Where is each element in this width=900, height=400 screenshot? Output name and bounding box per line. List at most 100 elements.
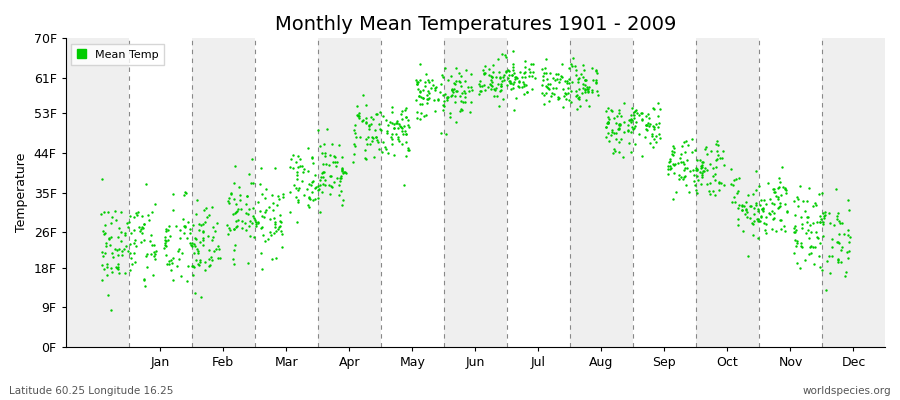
Point [358,136,373,142]
Point [107,246,122,252]
Bar [759,38,822,347]
Point [381,122,395,128]
Point [244,179,258,186]
Point [190,246,204,252]
Point [240,193,255,199]
Point [269,228,284,234]
Point [765,208,779,214]
Point [681,142,696,148]
Point [698,164,713,171]
Point [389,120,403,126]
Point [601,114,616,120]
Point [447,86,462,92]
Point [536,73,550,80]
Point [283,164,297,170]
Point [440,93,454,100]
Point [389,131,403,137]
Point [739,206,753,213]
Point [794,243,808,250]
Point [334,172,348,179]
Point [274,228,289,234]
Point [410,114,425,121]
Point [275,190,290,197]
Point [364,113,378,120]
Point [436,74,450,80]
Point [551,70,565,77]
Point [130,243,144,250]
Point [671,172,686,178]
Point [517,91,531,97]
Point [108,208,122,215]
Point [274,219,288,226]
Point [166,255,180,262]
Point [413,61,428,67]
Point [290,176,304,182]
Point [267,164,282,171]
Point [611,139,625,145]
Point [787,198,801,204]
Point [809,229,824,235]
Point [608,130,623,136]
Point [664,165,679,171]
Point [306,178,320,185]
Point [698,144,713,150]
Point [539,83,554,89]
Point [627,123,642,129]
Point [579,97,593,103]
Point [689,165,704,171]
Point [728,175,742,182]
Point [570,92,584,98]
Point [502,78,517,84]
Point [505,72,519,78]
Point [137,221,151,228]
Point [749,199,763,206]
Point [709,164,724,170]
Point [332,142,347,148]
Point [272,196,286,202]
Point [148,256,162,263]
Point [773,178,788,185]
Point [402,124,417,130]
Point [202,262,217,269]
Point [166,207,180,214]
Point [651,123,665,130]
Point [114,248,129,254]
Point [147,242,161,248]
Point [464,99,479,105]
Point [578,86,592,92]
Point [612,121,626,128]
Point [600,120,615,126]
Point [253,181,267,188]
Point [831,256,845,262]
Point [806,220,820,226]
Point [457,90,472,96]
Point [292,156,307,162]
Point [829,186,843,192]
Point [795,225,809,231]
Point [755,206,770,212]
Point [364,138,379,144]
Point [590,88,604,94]
Point [494,82,508,89]
Point [302,145,316,152]
Point [285,165,300,171]
Point [491,103,506,109]
Text: worldspecies.org: worldspecies.org [803,386,891,396]
Point [160,236,175,243]
Point [554,61,569,67]
Point [608,136,623,142]
Point [778,185,793,191]
Point [262,204,276,210]
Point [634,153,649,159]
Point [535,66,549,72]
Point [196,229,211,236]
Point [422,79,436,86]
Point [779,187,794,193]
Point [774,226,788,232]
Point [246,156,260,163]
Point [839,268,853,275]
Point [653,106,668,112]
Point [308,171,322,178]
Point [607,115,621,121]
Point [555,74,570,80]
